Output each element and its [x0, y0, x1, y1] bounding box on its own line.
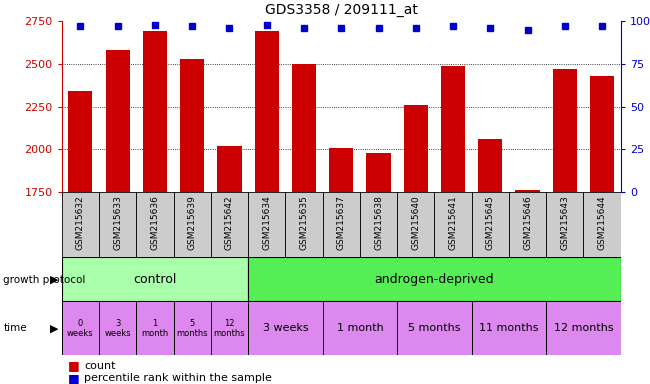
- Bar: [174, 192, 211, 257]
- Bar: [360, 192, 397, 257]
- Text: GSM215632: GSM215632: [76, 195, 85, 250]
- Text: ■: ■: [68, 359, 80, 372]
- Bar: [397, 301, 472, 355]
- Text: 1 month: 1 month: [337, 323, 383, 333]
- Text: ▶: ▶: [50, 323, 58, 333]
- Bar: [441, 66, 465, 192]
- Bar: [472, 192, 509, 257]
- Text: 3 weeks: 3 weeks: [263, 323, 308, 333]
- Text: time: time: [3, 323, 27, 333]
- Bar: [478, 139, 502, 192]
- Text: 5
months: 5 months: [176, 319, 208, 338]
- Text: GSM215646: GSM215646: [523, 195, 532, 250]
- Bar: [180, 59, 204, 192]
- Bar: [292, 64, 316, 192]
- Bar: [546, 301, 621, 355]
- Bar: [211, 192, 248, 257]
- Bar: [248, 301, 322, 355]
- Bar: [174, 301, 211, 355]
- Text: GSM215641: GSM215641: [448, 195, 458, 250]
- Text: 12 months: 12 months: [554, 323, 614, 333]
- Bar: [211, 301, 248, 355]
- Bar: [515, 190, 540, 192]
- Bar: [99, 192, 136, 257]
- Text: GSM215634: GSM215634: [262, 195, 271, 250]
- Text: percentile rank within the sample: percentile rank within the sample: [84, 373, 272, 383]
- Bar: [68, 91, 92, 192]
- Bar: [105, 50, 130, 192]
- Bar: [590, 76, 614, 192]
- Bar: [329, 147, 354, 192]
- Text: control: control: [133, 273, 177, 286]
- Bar: [509, 192, 546, 257]
- Text: GSM215633: GSM215633: [113, 195, 122, 250]
- Text: GSM215638: GSM215638: [374, 195, 383, 250]
- Text: 5 months: 5 months: [408, 323, 461, 333]
- Bar: [322, 301, 397, 355]
- Bar: [217, 146, 242, 192]
- Bar: [143, 31, 167, 192]
- Bar: [546, 192, 584, 257]
- Bar: [285, 192, 322, 257]
- Text: GSM215640: GSM215640: [411, 195, 421, 250]
- Bar: [136, 301, 174, 355]
- Bar: [248, 192, 285, 257]
- Text: ▶: ▶: [50, 275, 58, 285]
- Text: GSM215636: GSM215636: [150, 195, 159, 250]
- Bar: [584, 192, 621, 257]
- Text: GSM215637: GSM215637: [337, 195, 346, 250]
- Text: 0
weeks: 0 weeks: [67, 319, 94, 338]
- Text: GSM215643: GSM215643: [560, 195, 569, 250]
- Text: GSM215635: GSM215635: [300, 195, 309, 250]
- Bar: [255, 30, 279, 192]
- Text: 11 months: 11 months: [479, 323, 539, 333]
- Text: 12
months: 12 months: [214, 319, 245, 338]
- Text: androgen-deprived: androgen-deprived: [374, 273, 494, 286]
- Bar: [99, 301, 136, 355]
- Bar: [397, 192, 434, 257]
- Bar: [62, 192, 99, 257]
- Bar: [136, 192, 174, 257]
- Bar: [552, 69, 577, 192]
- Bar: [248, 257, 621, 301]
- Text: count: count: [84, 361, 116, 371]
- Bar: [472, 301, 546, 355]
- Text: growth protocol: growth protocol: [3, 275, 86, 285]
- Title: GDS3358 / 209111_at: GDS3358 / 209111_at: [265, 3, 418, 17]
- Text: GSM215644: GSM215644: [597, 195, 606, 250]
- Text: GSM215639: GSM215639: [188, 195, 197, 250]
- Bar: [62, 301, 99, 355]
- Bar: [367, 153, 391, 192]
- Bar: [322, 192, 360, 257]
- Text: 1
month: 1 month: [141, 319, 168, 338]
- Bar: [62, 257, 248, 301]
- Text: 3
weeks: 3 weeks: [105, 319, 131, 338]
- Bar: [434, 192, 472, 257]
- Bar: [404, 105, 428, 192]
- Text: GSM215642: GSM215642: [225, 195, 234, 250]
- Text: ■: ■: [68, 372, 80, 384]
- Text: GSM215645: GSM215645: [486, 195, 495, 250]
